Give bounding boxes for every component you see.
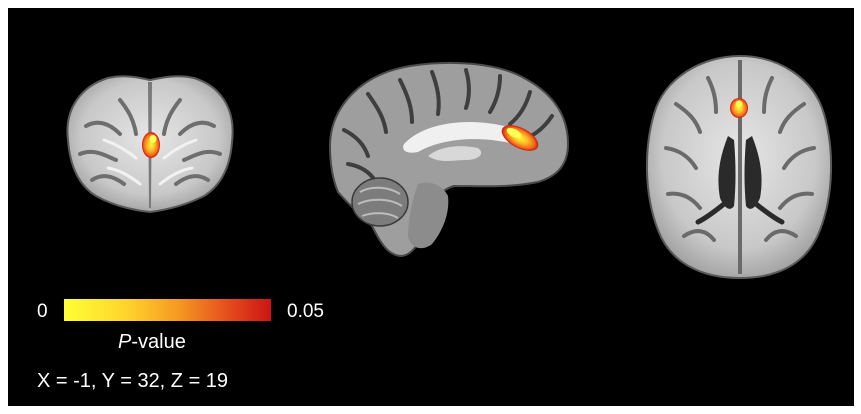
colorbar-title: P-value xyxy=(118,332,186,352)
colorbar-title-rest: -value xyxy=(131,331,186,353)
colorbar-min-label: 0 xyxy=(37,301,48,322)
sagittal-slice-image xyxy=(328,61,570,258)
figure-panel: 0 0.05 P-value X = -1, Y = 32, Z = 19 xyxy=(8,8,854,406)
axial-slice-image xyxy=(645,54,833,280)
colorbar-max-label: 0.05 xyxy=(287,301,324,322)
coronal-slice-image xyxy=(66,75,234,214)
colorbar xyxy=(64,299,271,321)
slice-coordinates: X = -1, Y = 32, Z = 19 xyxy=(37,370,229,392)
colorbar-title-italic: P xyxy=(118,331,132,353)
brain-slices xyxy=(66,54,833,280)
cerebellum xyxy=(351,177,409,227)
